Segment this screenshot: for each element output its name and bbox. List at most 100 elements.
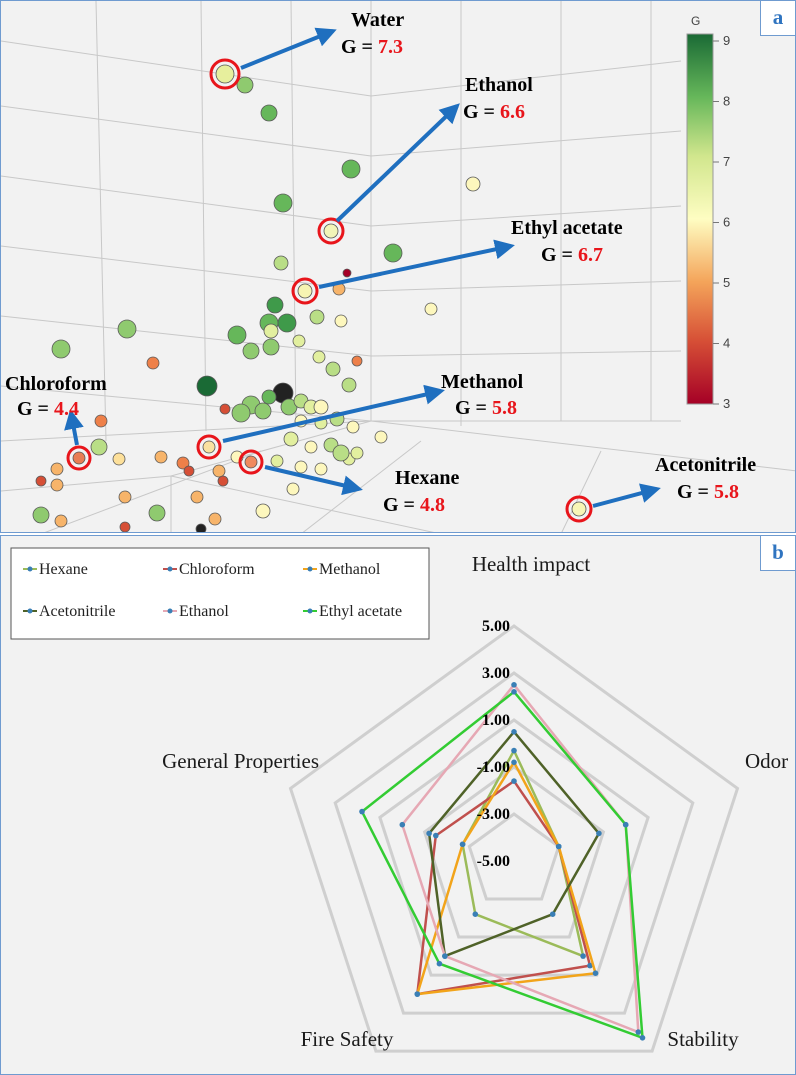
highlighted-solvents [66,58,593,523]
radar-tick-label: 1.00 [482,712,510,729]
scatter-point [212,464,226,478]
chloroform-g-text: G = 4.4 [17,398,79,420]
scatter-point [146,356,160,370]
scatter-point [231,403,251,423]
scatter-point [424,302,438,316]
scatter-point [51,339,71,359]
scatter-point [273,255,289,271]
radar-axis-label: Stability [667,1027,739,1051]
scatter-point [112,452,126,466]
scatter-point [94,414,108,428]
water-point [215,64,235,84]
scatter-point [190,490,204,504]
scatter-point [341,159,361,179]
scatter-point [117,319,137,339]
scatter-point [148,504,166,522]
radar-axis-label: Odor [745,749,788,773]
scatter-point [309,309,325,325]
chloroform-arrow [64,409,84,446]
water-label: Water [351,9,404,31]
radar-series-marker [472,911,479,917]
scatter-point [90,438,108,456]
colorbar-tick-label: 8 [723,94,730,109]
radar-series-line [427,730,601,958]
legend-label: Chloroform [179,561,255,578]
ethyl-acetate-label: Ethyl acetate [511,217,623,239]
radar-series-marker [399,821,406,828]
scatter-point [312,350,326,364]
radar-grid-ring [378,718,650,977]
radar-series-line [416,761,597,996]
scatter-point [294,460,308,474]
acetonitrile-point [571,501,587,517]
radar-series-marker [511,778,517,784]
scatter-3d-chart: Water G = 7.3 Ethanol G = 6.6 Ethyl acet… [1,1,795,532]
hexane-label: Hexane [395,467,460,489]
ethyl-acetate-point [297,283,313,299]
acetonitrile-arrow [592,483,661,508]
water-arrow [240,27,337,70]
radar-series-marker [592,970,599,976]
scatter-point [54,514,68,528]
scatter-point [277,313,297,333]
scatter-point [176,456,190,470]
radar-series-marker [433,832,439,839]
radar-series-marker [587,962,593,969]
scatter-point [341,377,357,393]
methanol-label: Methanol [441,371,524,393]
radar-chart: 5.00 3.00 1.00 -1.00 -3.00 -5.00 Health impac… [10,547,788,1053]
radar-series-marker [511,682,517,688]
radar-grid-ring [288,624,740,1053]
scatter-point [292,334,306,348]
colorbar-tick-label: 7 [723,154,730,169]
radar-axis-labels: Health impact Odor Stability Fire Safety Gen… [162,552,788,1051]
hexane-arrow [264,465,363,496]
radar-series-marker [639,1035,646,1041]
radar-series-marker [635,1029,642,1035]
scatter-point [35,475,47,487]
scatter-point [217,475,229,487]
scatter-point [270,454,284,468]
colorbar-title: G [691,14,700,28]
methanol-highlight-ring [196,434,222,460]
legend-swatch-marker [307,608,313,614]
legend-swatch-marker [167,566,173,572]
scatter-point [351,355,363,367]
scatter-point [154,450,168,464]
ethyl-acetate-g-text: G = 6.7 [541,244,603,266]
radar-axis-label: General Properties [162,749,319,773]
scatter-point [227,325,247,345]
ethanol-arrow [335,103,460,223]
panel-a-scatter: Water G = 7.3 Ethanol G = 6.6 Ethyl acet… [0,0,796,533]
ethyl-acetate-arrow [318,239,515,289]
scatter-point [195,523,207,532]
scatter-point [325,361,341,377]
methanol-g-text: G = 5.8 [455,397,517,419]
radar-series-marker [414,991,421,997]
radar-grid-ring [333,671,695,1015]
methanol-point [202,440,216,454]
legend-swatch-marker [27,566,33,572]
colorbar-tick-label: 4 [723,336,730,351]
legend-swatch-marker [167,608,173,614]
radar-series-marker [580,953,586,959]
methanol-arrow [222,384,445,443]
ethyl-acetate-highlight-ring [291,277,319,305]
hexane-point [244,455,258,469]
scatter-point [262,338,280,356]
radar-tick-label: 5.00 [482,618,510,635]
colorbar-tick-label: 6 [723,215,730,230]
radar-series-marker [511,689,517,695]
scatter-point [254,402,272,420]
scatter-point [118,490,132,504]
scatter-point [208,512,222,526]
water-highlight-ring [209,58,241,90]
water-g-text: G = 7.3 [341,36,403,58]
radar-grid-ring [467,812,561,901]
radar-series-marker [359,808,365,815]
legend-swatch-marker [27,608,33,614]
scatter-point [342,268,352,278]
hexane-highlight-ring [238,449,264,475]
legend-box [10,547,430,640]
radar-series-marker [426,830,432,837]
